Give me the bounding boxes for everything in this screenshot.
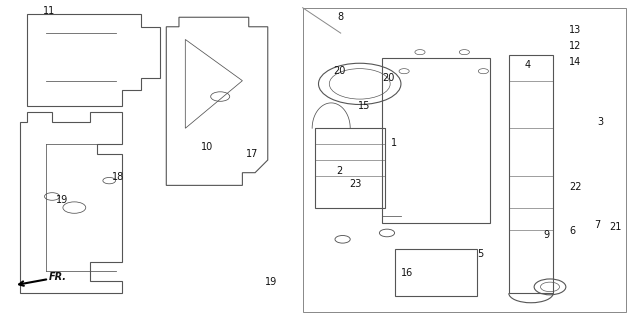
Text: 20: 20 bbox=[382, 73, 394, 83]
Bar bbox=[394, 249, 477, 296]
Text: 16: 16 bbox=[401, 268, 413, 278]
Text: 5: 5 bbox=[477, 249, 483, 259]
Text: 15: 15 bbox=[358, 101, 370, 111]
Text: 22: 22 bbox=[569, 182, 582, 192]
Bar bbox=[509, 55, 553, 293]
Text: 1: 1 bbox=[391, 138, 397, 148]
Text: 7: 7 bbox=[594, 220, 601, 230]
Text: 4: 4 bbox=[525, 60, 531, 70]
Text: 19: 19 bbox=[265, 277, 277, 287]
Text: 2: 2 bbox=[336, 166, 343, 176]
Text: 10: 10 bbox=[201, 142, 213, 152]
Text: 13: 13 bbox=[569, 25, 582, 35]
Text: 21: 21 bbox=[609, 222, 621, 232]
Text: 9: 9 bbox=[543, 229, 550, 240]
Text: 20: 20 bbox=[333, 66, 345, 76]
Text: 11: 11 bbox=[43, 6, 55, 16]
Text: 6: 6 bbox=[569, 226, 575, 236]
Text: 3: 3 bbox=[598, 117, 604, 127]
Text: 12: 12 bbox=[569, 41, 582, 51]
Text: FR.: FR. bbox=[49, 272, 67, 282]
Text: 17: 17 bbox=[246, 149, 258, 159]
Text: 23: 23 bbox=[349, 179, 361, 189]
Text: 14: 14 bbox=[569, 57, 582, 67]
Bar bbox=[315, 128, 385, 208]
Text: 19: 19 bbox=[55, 195, 68, 205]
Text: 18: 18 bbox=[112, 172, 125, 182]
Text: 8: 8 bbox=[338, 12, 344, 22]
Bar bbox=[382, 59, 490, 223]
